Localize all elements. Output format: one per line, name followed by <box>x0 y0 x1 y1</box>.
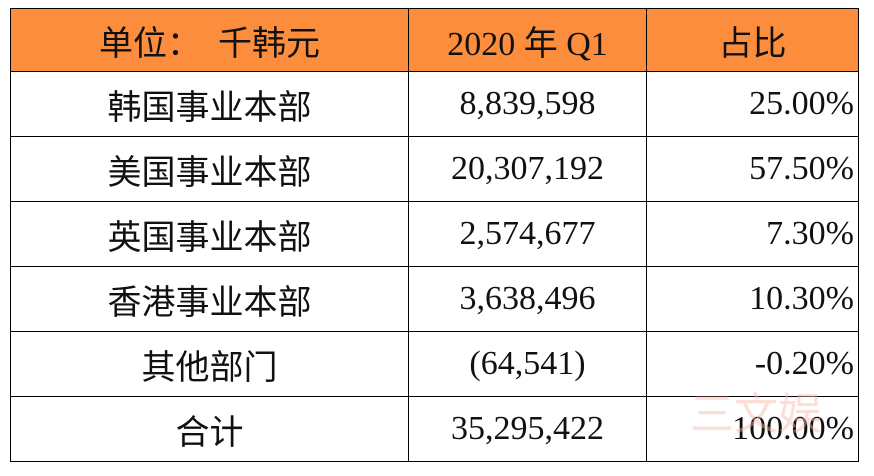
table-cell: 7.30% <box>646 201 859 267</box>
table-row: 合计 35,295,422 100.00% <box>10 396 859 462</box>
table-cell: 25.00% <box>646 71 859 137</box>
table-cell: 韩国事业本部 <box>10 71 409 137</box>
header-cell: 单位： 千韩元 <box>10 8 409 72</box>
table-cell: 合计 <box>10 396 409 462</box>
table-cell: 3,638,496 <box>408 266 647 332</box>
table-cell: 英国事业本部 <box>10 201 409 267</box>
table-cell: 35,295,422 <box>408 396 647 462</box>
table-cell: 香港事业本部 <box>10 266 409 332</box>
header-cell: 占比 <box>646 8 859 72</box>
table-cell: (64,541) <box>408 331 647 397</box>
table-cell: 100.00% <box>646 396 859 462</box>
table-cell: 其他部门 <box>10 331 409 397</box>
header-row: 单位： 千韩元 2020 年 Q1 占比 <box>10 8 859 72</box>
table-cell: 57.50% <box>646 136 859 202</box>
header-cell: 2020 年 Q1 <box>408 8 647 72</box>
table-cell: 10.30% <box>646 266 859 332</box>
table-cell: 8,839,598 <box>408 71 647 137</box>
table-cell: 2,574,677 <box>408 201 647 267</box>
table-cell: 20,307,192 <box>408 136 647 202</box>
watermark: 三文娱 <box>690 389 822 440</box>
table-row: 英国事业本部 2,574,677 7.30% <box>10 201 859 267</box>
data-table: 单位： 千韩元 2020 年 Q1 占比 韩国事业本部 8,839,598 25.00%… <box>10 8 859 462</box>
table-cell: 美国事业本部 <box>10 136 409 202</box>
table-row: 韩国事业本部 8,839,598 25.00% <box>10 71 859 137</box>
table-row: 香港事业本部 3,638,496 10.30% <box>10 266 859 332</box>
table-row: 美国事业本部 20,307,192 57.50% <box>10 136 859 202</box>
